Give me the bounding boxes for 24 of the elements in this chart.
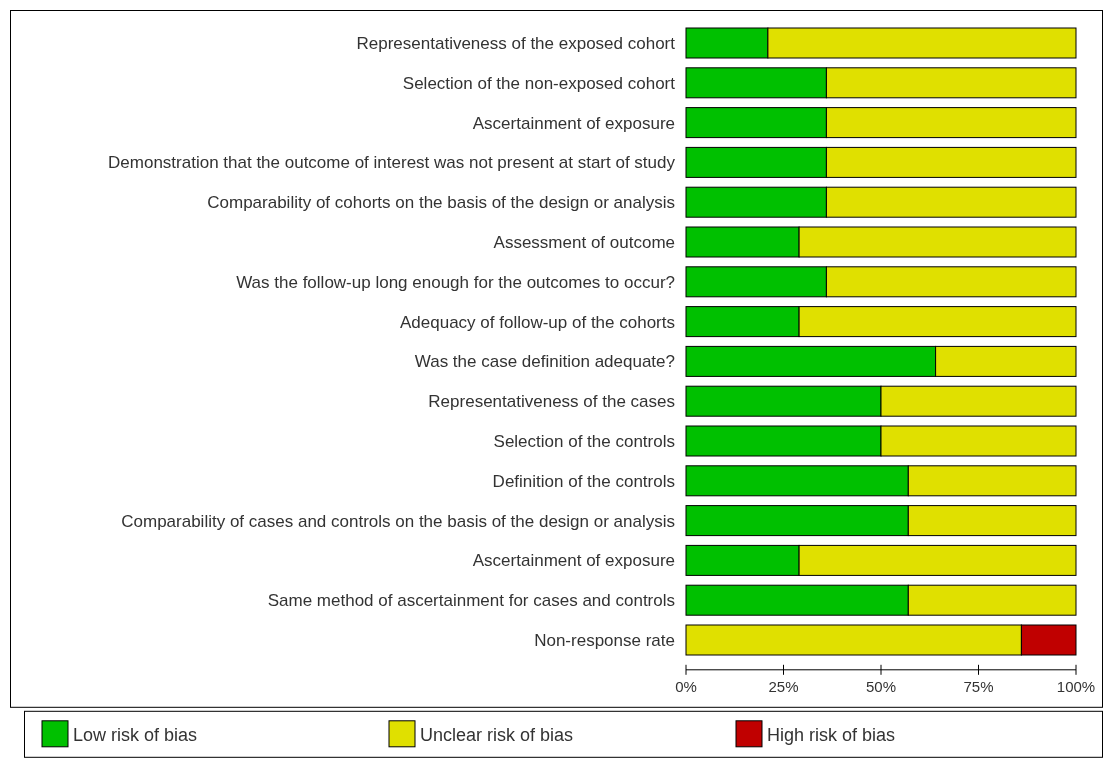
y-tick-label: Was the follow-up long enough for the outcomes to occur? (236, 272, 675, 292)
y-tick-label: Selection of the non-exposed cohort (402, 73, 676, 93)
y-tick-label: Non-response rate (534, 631, 675, 650)
legend-label: High risk of bias (767, 724, 896, 745)
x-tick-label: 100% (1056, 677, 1096, 695)
x-tick-label: 50% (865, 677, 897, 695)
y-tick-label: Ascertainment of exposure (472, 551, 675, 571)
x-tick-label: 0% (675, 677, 697, 695)
y-tick-label: Selection of the controls (493, 432, 675, 451)
y-tick-label: Comparability of cohorts on the basis of the design or analysis (207, 193, 675, 213)
y-tick-label: Representativeness of the cases (428, 392, 675, 412)
x-tick-label: 25% (768, 677, 799, 695)
y-tick-label: Representativeness of the exposed cohort (356, 34, 676, 53)
legend-label: Unclear risk of bias (420, 724, 574, 745)
y-tick-label: Same method of ascertainment for cases and controls (267, 591, 675, 611)
y-tick-label: Was the case definition adequate? (414, 352, 675, 372)
legend-label: Low risk of bias (73, 724, 198, 745)
y-tick-label: Assessment of outcome (493, 233, 675, 252)
x-tick-label: 75% (963, 677, 994, 695)
y-tick-label: Definition of the controls (492, 471, 675, 491)
y-tick-label: Demonstration that the outcome of interest was not present at start of study (108, 153, 676, 173)
y-tick-label: Ascertainment of exposure (472, 113, 675, 133)
y-tick-label: Comparability of cases and controls on the basis of the design or analysis (121, 511, 675, 531)
y-tick-label: Adequacy of follow-up of the cohorts (400, 312, 675, 332)
